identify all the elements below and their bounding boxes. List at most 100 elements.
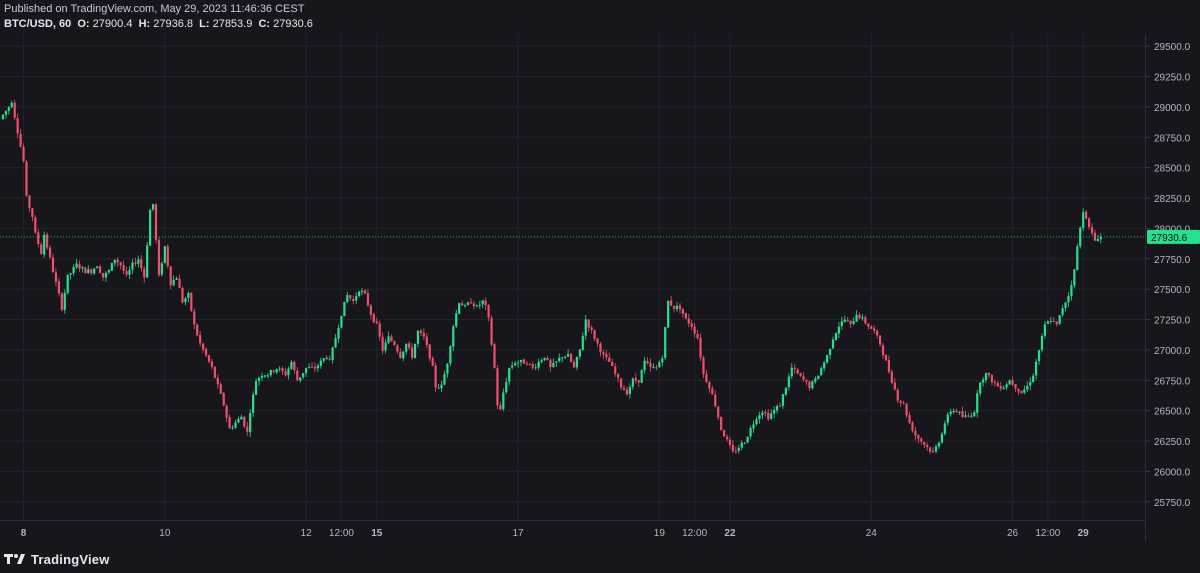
candle-down <box>381 336 384 351</box>
candle-up <box>852 321 855 325</box>
candle-down <box>896 389 899 401</box>
last-price-tag <box>1147 229 1200 244</box>
candle-up <box>743 442 746 444</box>
candle-up <box>540 360 543 363</box>
candle-down <box>1052 320 1055 322</box>
candle-down <box>25 161 28 196</box>
candle-down <box>917 435 920 439</box>
candle-up <box>337 327 340 339</box>
candle-down <box>802 376 805 380</box>
candle-up <box>534 367 537 369</box>
candle-down <box>549 359 552 368</box>
candle-up <box>316 365 319 369</box>
candle-down <box>528 363 531 365</box>
candle-down <box>987 372 991 376</box>
candle-down <box>599 343 602 353</box>
candle-down <box>19 133 22 147</box>
candle-down <box>16 118 19 134</box>
candle-up <box>837 326 840 334</box>
candle-down <box>637 380 640 383</box>
candle-down <box>929 447 932 452</box>
candle-down <box>878 335 882 345</box>
candle-down <box>899 400 902 403</box>
candle-down <box>1090 227 1094 234</box>
candle-down <box>990 375 994 383</box>
candle-down <box>622 388 626 391</box>
price-chart-plot[interactable] <box>0 34 1145 542</box>
candle-up <box>1005 384 1008 388</box>
price-axis[interactable]: 29500.0 29250.0 29000.0 28750.0 28500.0 28250… <box>1145 34 1200 542</box>
close-value: 27930.6 <box>273 18 313 30</box>
candle-up <box>1046 321 1049 325</box>
candle-down <box>881 345 885 356</box>
candle-down <box>178 278 181 289</box>
candle-up <box>131 262 134 270</box>
candle-up <box>331 347 334 361</box>
candle-up <box>643 360 646 371</box>
candle-down <box>181 287 184 303</box>
candle-up <box>458 303 461 314</box>
y-tick-label: 26000.0 <box>1154 467 1191 478</box>
candle-down <box>281 368 284 372</box>
candle-down <box>1017 388 1020 392</box>
candle-up <box>775 406 779 411</box>
candle-up <box>511 365 514 368</box>
candle-up <box>514 363 517 366</box>
candle-down <box>1011 380 1014 385</box>
candle-down <box>793 367 796 370</box>
candle-down <box>125 270 128 275</box>
candle-down <box>858 314 861 319</box>
candle-down <box>272 370 275 372</box>
candle-down <box>911 422 914 431</box>
x-tick-label: 24 <box>866 528 878 539</box>
candle-down <box>140 259 143 269</box>
candle-down <box>590 327 593 331</box>
candle-down <box>670 300 673 306</box>
candle-up <box>104 272 108 278</box>
candle-up <box>1023 389 1026 393</box>
tradingview-brand[interactable]: TradingView <box>4 550 110 568</box>
candle-down <box>366 293 370 306</box>
candle-down <box>90 269 93 274</box>
candle-down <box>1020 390 1023 394</box>
candle-up <box>290 362 293 369</box>
candle-up <box>667 300 670 328</box>
candle-up <box>96 266 99 269</box>
candle-down <box>243 416 246 427</box>
candle-up <box>1043 324 1047 336</box>
candle-down <box>587 319 590 328</box>
candle-up <box>475 305 478 307</box>
candle-down <box>166 246 169 267</box>
candle-down <box>193 311 196 325</box>
candle-down <box>961 411 964 417</box>
candle-down <box>796 369 799 374</box>
candle-up <box>843 319 846 322</box>
candle-down <box>693 326 696 334</box>
x-tick-label: 8 <box>21 528 27 539</box>
candle-down <box>722 430 726 437</box>
candle-down <box>572 361 576 368</box>
candle-down <box>396 345 399 352</box>
candle-down <box>122 265 125 271</box>
candle-down <box>864 317 867 324</box>
candle-down <box>705 374 708 383</box>
candle-up <box>322 358 325 361</box>
candle-down <box>593 330 596 340</box>
symbol-label[interactable]: BTC/USD, 60 <box>4 18 72 30</box>
x-tick-label: 12:00 <box>1035 528 1060 539</box>
candle-up <box>811 381 814 389</box>
time-axis[interactable]: 8 10 12 12:00 15 17 19 12:00 22 24 26 12:00 29 <box>0 520 1145 543</box>
candle-up <box>305 367 308 374</box>
candle-up <box>340 315 343 328</box>
candle-down <box>157 240 161 276</box>
candle-down <box>619 378 623 388</box>
candle-down <box>764 412 767 414</box>
x-tick-label: 17 <box>512 528 524 539</box>
x-tick-label: 29 <box>1078 528 1090 539</box>
candle-down <box>190 292 193 311</box>
candle-up <box>43 234 46 255</box>
candle-up <box>149 210 152 246</box>
candle-down <box>955 410 958 412</box>
candle-up <box>943 423 946 434</box>
candle-up <box>661 358 664 363</box>
